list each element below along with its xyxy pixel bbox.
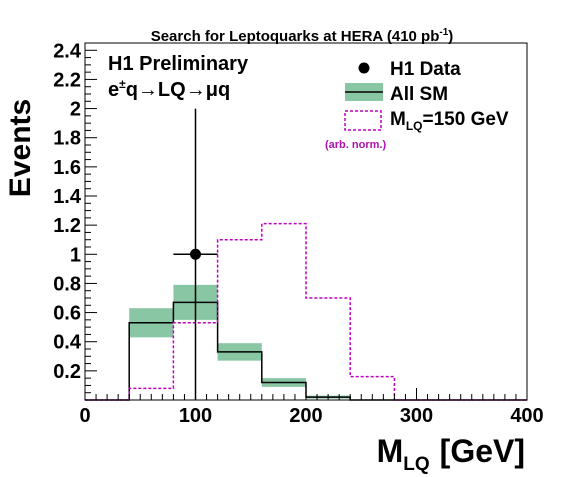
x-axis-title-unit: [GeV] [440,433,525,469]
y-tick-label: 0.4 [53,332,82,354]
x-tick-label: 400 [510,405,543,427]
arb-norm-label: (arb. norm.) [325,139,386,151]
y-tick-label: 0.2 [53,361,81,383]
x-axis-title-m: M [377,433,404,469]
legend-lq-name: M [390,109,406,130]
y-tick-label: 1.6 [53,157,81,179]
sm-band-layer [129,284,351,399]
lq-signal-histogram [85,222,527,401]
chart-title-suffix: ) [448,28,453,45]
axes-layer: 0.2 0.4 0.6 0.8 1 1.2 1.4 1.6 1.8 2 2.2 2.4 0 100 200 3… [53,40,544,427]
plot-frame [84,42,528,401]
data-point [190,248,201,260]
data-points-layer [173,108,218,400]
y-tick-label: 1.2 [53,215,81,237]
process-label: e±q→LQ→μq [108,77,230,101]
y-tick-label: 0.8 [53,273,81,295]
legend-data-label: H1 Data [390,59,461,80]
y-tick-label: 2.4 [53,40,82,62]
y-axis-title: Events [4,99,37,197]
process-sup: ± [119,77,126,91]
legend: H1 Data All SM MLQ=150 GeV (arb. norm.) [325,59,509,151]
y-tick-label: 2.2 [53,69,81,91]
x-tick-label: 0 [79,405,90,427]
chart-title: Search for Leptoquarks at HERA (410 pb-1… [151,27,454,45]
x-axis-title: MLQ [GeV] [377,433,525,475]
process-e: e [108,79,119,101]
chart-title-sup: -1 [439,27,448,38]
legend-lq-sub: LQ [406,119,423,133]
y-tick-label: 0.6 [53,303,81,325]
x-axis-title-sub: LQ [403,454,429,475]
legend-lq-suffix: =150 GeV [423,109,509,130]
legend-data-marker [358,62,370,74]
preliminary-label: H1 Preliminary [108,53,249,75]
y-tick-label: 2 [70,99,81,121]
y-tick-label: 1.8 [53,128,81,150]
x-tick-label: 100 [179,405,212,427]
legend-lq-label: MLQ=150 GeV [390,109,509,133]
process-rest: q→LQ→μq [126,79,230,101]
x-tick-label: 300 [400,405,433,427]
legend-sm-label: All SM [390,84,448,105]
x-tick-label: 200 [289,405,322,427]
y-tick-label: 1 [70,244,81,266]
y-tick-label: 1.4 [53,186,82,208]
chart-title-main: Search for Leptoquarks at HERA (410 pb [151,28,440,45]
legend-lq-swatch [344,110,382,131]
